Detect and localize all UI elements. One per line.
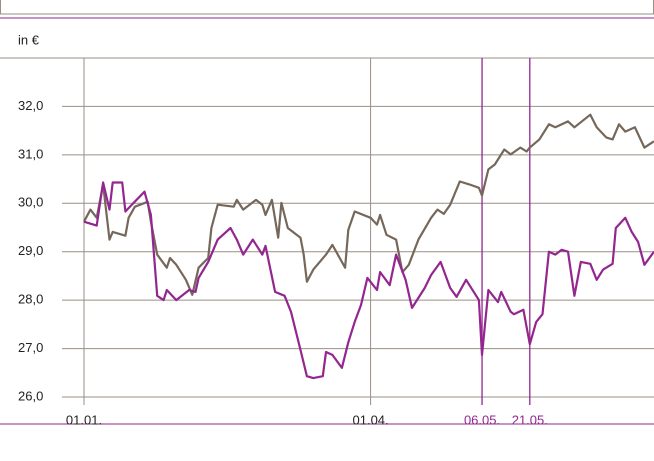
y-tick-label: 30,0: [18, 195, 43, 210]
y-tick-label: 27,0: [18, 340, 43, 355]
y-tick-label: 31,0: [18, 146, 43, 161]
series-line: [83, 181, 654, 380]
x-tick-label: 01.01.: [66, 412, 102, 427]
y-tick-label: 26,0: [18, 388, 43, 403]
y-tick-label: 32,0: [18, 98, 43, 113]
x-tick-label: 01.04.: [353, 412, 389, 427]
y-tick-label: 29,0: [18, 243, 43, 258]
series-line: [83, 113, 654, 296]
y-axis-label: in €: [18, 32, 40, 47]
date-marker-label: 21.05.: [512, 412, 548, 427]
date-marker-label: 06.05.: [464, 412, 500, 427]
y-tick-label: 28,0: [18, 292, 43, 307]
